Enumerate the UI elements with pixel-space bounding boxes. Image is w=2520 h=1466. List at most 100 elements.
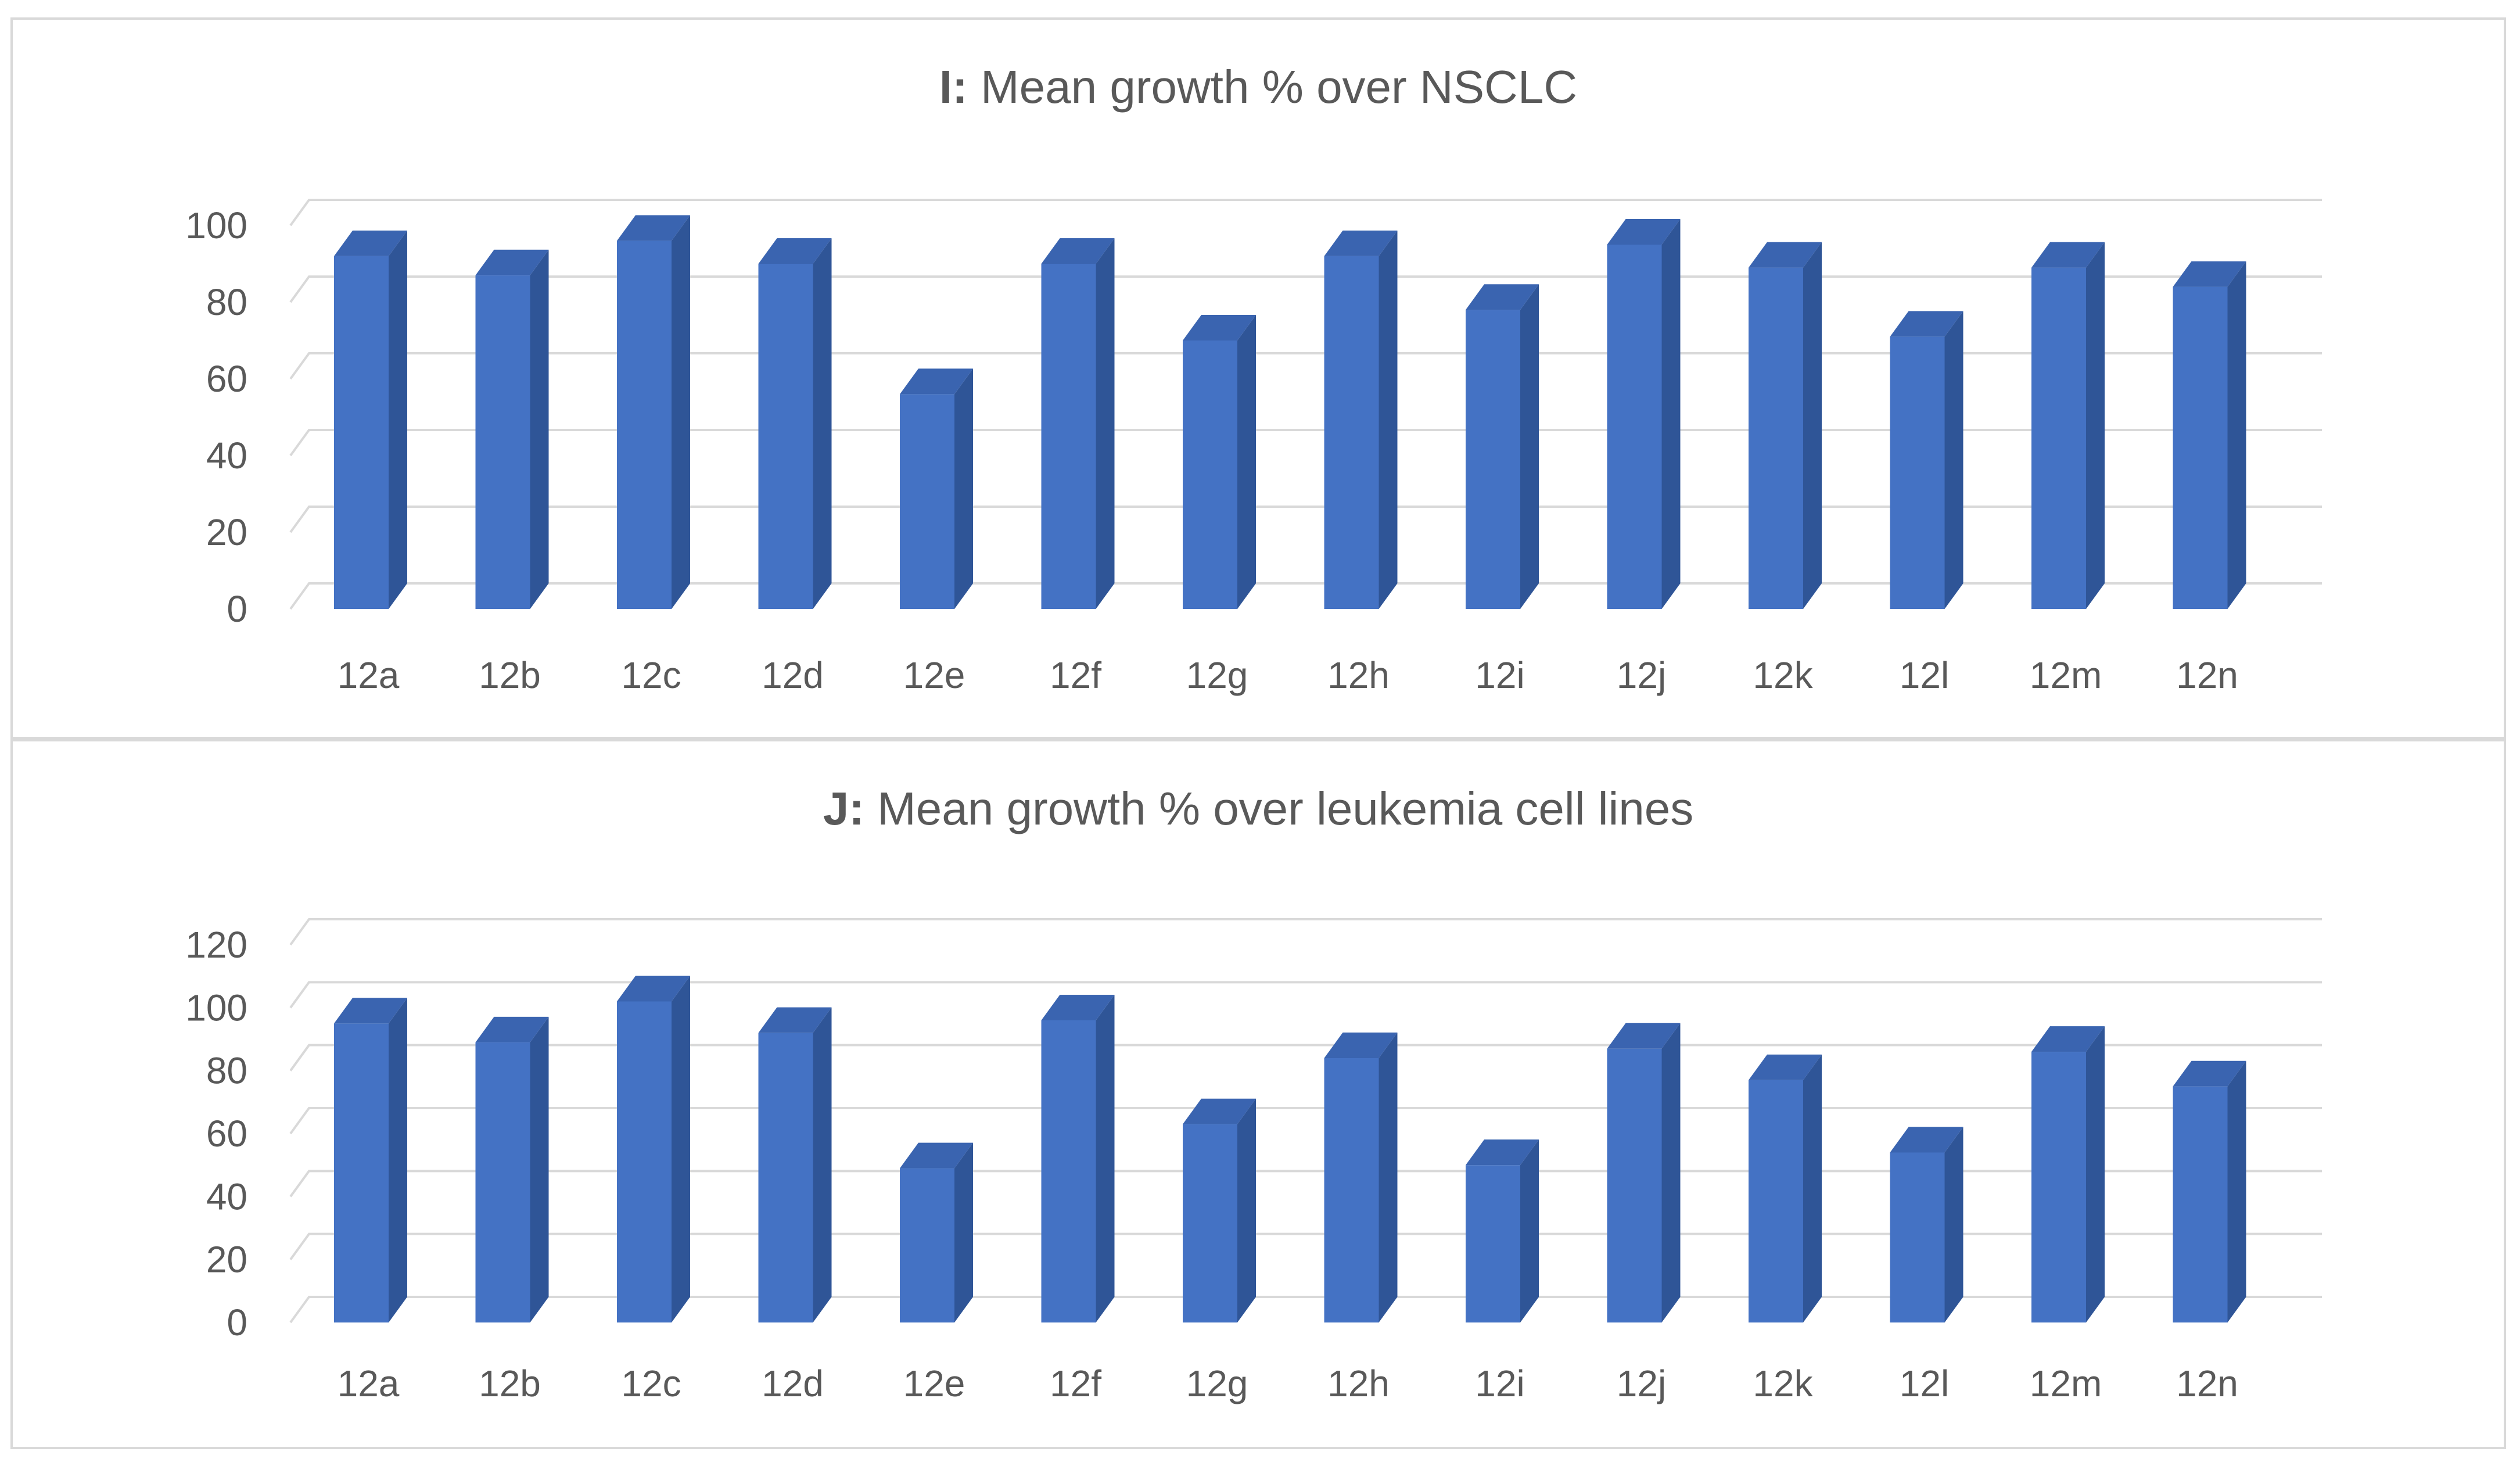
bar-top-12j (1607, 1023, 1681, 1049)
bar-front-12f (1041, 264, 1096, 609)
y-tick-label: 40 (206, 1175, 247, 1217)
gridline (289, 352, 2322, 380)
bar-side-12l (1944, 1127, 1963, 1322)
bar-12f (1041, 995, 1115, 1322)
bar-front-12c (617, 1001, 672, 1322)
chart-panel-i: I: Mean growth % over NSCLC 0 20 40 60 80 100… (10, 17, 2506, 739)
bar-top-12h (1324, 1033, 1398, 1058)
y-tick-label: 120 (185, 924, 247, 966)
y-tick-label: 0 (227, 1302, 247, 1343)
bar-top-12n (2173, 1060, 2246, 1087)
bar-side-12a (389, 230, 407, 609)
bar-12h (1324, 1033, 1398, 1322)
x-tick-label: 12g (1186, 654, 1248, 696)
x-tick-label: 12l (1900, 654, 1949, 696)
bar-side-12m (2086, 1026, 2105, 1322)
bar-side-12c (672, 976, 690, 1322)
bar-front-12l (1890, 336, 1945, 609)
gridline (289, 582, 2322, 610)
bar-front-12n (2173, 286, 2228, 610)
bar-side-12g (1237, 315, 1256, 609)
bar-side-12h (1379, 1033, 1398, 1322)
bar-top-12a (334, 998, 407, 1024)
bar-top-12f (1041, 238, 1115, 264)
bar-top-12a (334, 230, 407, 256)
bar-12g (1183, 1098, 1256, 1322)
y-tick-label: 100 (185, 987, 247, 1028)
x-tick-label: 12a (338, 654, 400, 696)
bar-top-12m (2031, 242, 2105, 268)
bar-side-12n (2227, 1060, 2246, 1322)
bar-front-12c (617, 241, 672, 609)
bar-top-12b (475, 249, 549, 275)
bar-12c (617, 976, 690, 1322)
bar-top-12c (617, 215, 690, 241)
x-tick-label: 12k (1753, 654, 1813, 696)
x-tick-label: 12d (762, 654, 824, 696)
bar-front-12e (900, 1168, 954, 1322)
x-tick-label: 12l (1900, 1363, 1949, 1404)
bar-front-12g (1183, 1124, 1237, 1322)
bar-front-12i (1466, 310, 1520, 609)
x-tick-label: 12i (1475, 1363, 1524, 1404)
bar-top-12g (1183, 1098, 1256, 1124)
bar-12n (2173, 261, 2246, 610)
bar-side-12j (1661, 1023, 1681, 1322)
x-tick-label: 12b (479, 1363, 541, 1404)
bar-side-12a (389, 998, 407, 1322)
bar-front-12k (1749, 1080, 1803, 1322)
gridline (289, 1107, 2322, 1135)
bar-top-12j (1607, 219, 1681, 245)
chart-title-text-i: Mean growth % over NSCLC (981, 61, 1578, 113)
bar-12n (2173, 1060, 2246, 1322)
bar-12k (1749, 242, 1822, 610)
bar-front-12e (900, 394, 954, 609)
x-tick-label: 12i (1475, 654, 1524, 696)
bar-12k (1749, 1054, 1822, 1322)
gridline (289, 1170, 2322, 1198)
y-tick-label: 40 (206, 435, 247, 476)
bar-12c (617, 215, 690, 609)
bar-front-12a (334, 256, 389, 609)
bar-front-12b (475, 275, 530, 609)
bar-front-12h (1324, 256, 1379, 609)
chart-title-j: J: Mean growth % over leukemia cell line… (13, 782, 2504, 836)
chart-title-text-j: Mean growth % over leukemia cell lines (877, 783, 1694, 834)
y-tick-label: 60 (206, 358, 247, 400)
bar-front-12h (1324, 1058, 1379, 1322)
x-tick-label: 12f (1050, 654, 1101, 696)
chart-panel-j: J: Mean growth % over leukemia cell line… (10, 739, 2506, 1449)
bar-top-12c (617, 976, 690, 1002)
bar-top-12k (1749, 1054, 1822, 1080)
bar-side-12e (954, 368, 973, 609)
y-tick-label: 20 (206, 1239, 247, 1281)
bar-top-12e (900, 368, 973, 395)
bar-top-12e (900, 1142, 973, 1169)
y-tick-label: 20 (206, 511, 247, 553)
bar-12m (2031, 242, 2105, 610)
bar-top-12i (1466, 1139, 1539, 1166)
bar-12d (758, 238, 832, 609)
bar-12j (1607, 1023, 1681, 1322)
y-tick-label: 60 (206, 1113, 247, 1155)
bar-12l (1890, 311, 1963, 609)
y-tick-label: 80 (206, 281, 247, 323)
x-tick-label: 12b (479, 654, 541, 696)
x-tick-label: 12n (2176, 654, 2238, 696)
chart-title-i: I: Mean growth % over NSCLC (13, 60, 2504, 114)
y-tick-label: 100 (185, 205, 247, 246)
bar-top-12b (475, 1016, 549, 1042)
bar-top-12l (1890, 1127, 1963, 1153)
bar-12d (758, 1007, 832, 1322)
bar-front-12b (475, 1042, 530, 1322)
bar-12a (334, 230, 407, 609)
bar-chart-j: 0 20 40 60 80 100 120 12a 12b 12c 12d 12e 12f 12g 12h 1… (185, 918, 2322, 1404)
bar-side-12i (1520, 1139, 1539, 1322)
bar-chart-i: 0 20 40 60 80 100 12a 12b 12c 12d 12e 12f 12g 12h 12i 1… (185, 199, 2322, 696)
x-tick-label: 12a (338, 1363, 400, 1404)
x-tick-label: 12e (903, 1363, 965, 1404)
bar-12j (1607, 219, 1681, 609)
y-tick-label: 0 (227, 588, 247, 630)
bar-top-12k (1749, 242, 1822, 268)
bar-side-12n (2227, 261, 2246, 610)
